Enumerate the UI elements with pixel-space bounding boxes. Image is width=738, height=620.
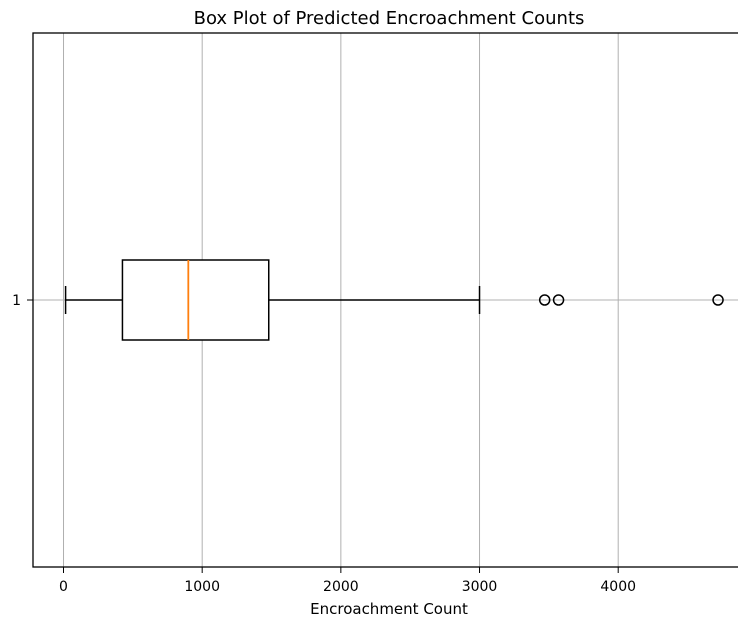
outlier-point-2 xyxy=(552,294,565,306)
x-tick-label-4000: 4000 xyxy=(600,579,636,595)
chart-title: Box Plot of Predicted Encroachment Count… xyxy=(194,8,585,29)
x-axis-label: Encroachment Count xyxy=(310,600,468,618)
tick-marks: 0 1000 2000 3000 4000 1 xyxy=(12,293,636,595)
x-tick-label-1000: 1000 xyxy=(184,579,220,595)
y-tick-label-1: 1 xyxy=(12,293,21,309)
box-elements xyxy=(64,259,724,341)
x-tick-label-0: 0 xyxy=(59,579,68,595)
x-tick-label-2000: 2000 xyxy=(323,579,359,595)
outlier-point-1 xyxy=(538,294,551,306)
x-tick-label-3000: 3000 xyxy=(462,579,498,595)
outlier-point-3 xyxy=(712,294,724,306)
iqr-box xyxy=(121,259,270,341)
